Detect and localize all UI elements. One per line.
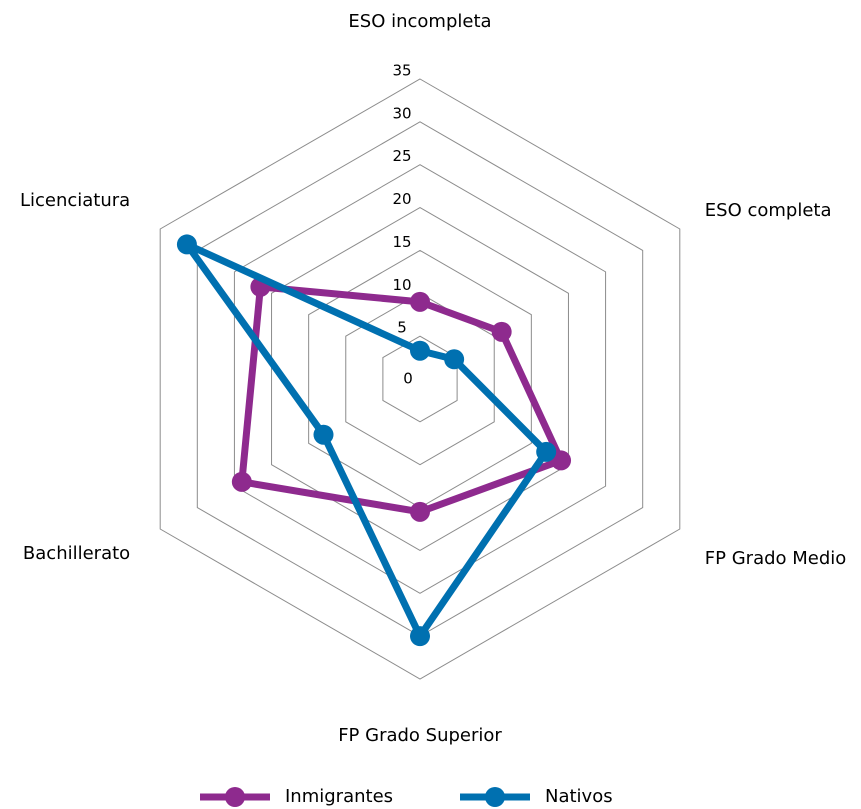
grid-ring	[271, 206, 569, 552]
series-marker	[491, 321, 512, 342]
r-tick-label: 5	[397, 319, 407, 337]
series-marker	[313, 424, 334, 445]
series-line	[183, 240, 550, 640]
grid-ring	[196, 121, 644, 637]
series-marker	[410, 291, 430, 312]
axis-label: Licenciatura	[20, 190, 130, 211]
series-marker	[176, 234, 197, 255]
series-marker	[410, 626, 430, 647]
r-tick-label: 15	[392, 233, 411, 251]
axis-label: FP Grado Medio	[705, 548, 847, 569]
series-marker	[536, 441, 557, 462]
legend-label: Inmigrantes	[285, 786, 393, 807]
r-tick-label: 25	[392, 147, 411, 165]
grid-ring	[233, 164, 607, 594]
axis-label: Bachillerato	[23, 543, 130, 564]
series-marker	[231, 471, 252, 492]
series-marker	[410, 340, 430, 361]
r-tick-label: 20	[392, 190, 411, 208]
legend-label: Nativos	[545, 786, 613, 807]
axis-label: FP Grado Superior	[338, 725, 502, 746]
legend-marker	[225, 787, 245, 807]
axis-label: ESO incompleta	[348, 11, 491, 32]
series-marker	[410, 501, 430, 522]
series-marker	[444, 349, 465, 370]
legend-marker	[485, 787, 505, 807]
r-tick-label: 10	[392, 276, 411, 294]
r-tick-label: 35	[392, 62, 411, 80]
series-marker	[551, 450, 572, 471]
r-tick-label: 30	[392, 104, 411, 122]
axis-label: ESO completa	[705, 200, 832, 221]
r-tick-label: 0	[403, 370, 413, 388]
grid-ring	[159, 78, 681, 680]
